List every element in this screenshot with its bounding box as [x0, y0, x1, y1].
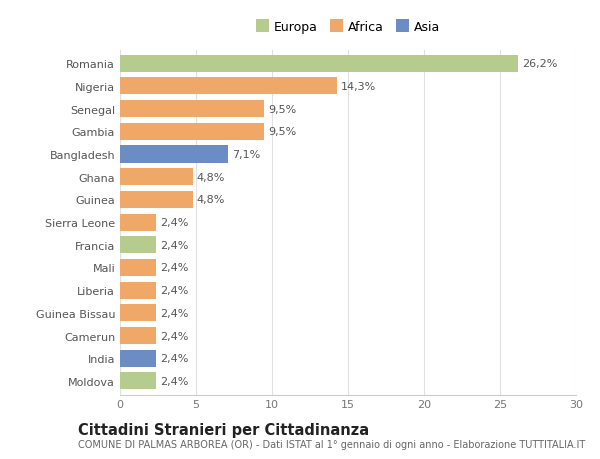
- Text: 2,4%: 2,4%: [160, 353, 188, 364]
- Bar: [120, 169, 193, 186]
- Text: 2,4%: 2,4%: [160, 218, 188, 228]
- Text: 9,5%: 9,5%: [268, 104, 296, 114]
- Bar: [120, 146, 228, 163]
- Bar: [120, 282, 157, 299]
- Bar: [120, 78, 337, 95]
- Text: 26,2%: 26,2%: [522, 59, 557, 69]
- Text: 2,4%: 2,4%: [160, 240, 188, 250]
- Bar: [120, 259, 157, 276]
- Bar: [120, 101, 265, 118]
- Text: 2,4%: 2,4%: [160, 331, 188, 341]
- Bar: [120, 123, 265, 140]
- Text: 2,4%: 2,4%: [160, 263, 188, 273]
- Bar: [120, 327, 157, 344]
- Bar: [120, 373, 157, 390]
- Bar: [120, 350, 157, 367]
- Text: 9,5%: 9,5%: [268, 127, 296, 137]
- Text: 7,1%: 7,1%: [232, 150, 260, 160]
- Text: 2,4%: 2,4%: [160, 308, 188, 318]
- Bar: [120, 214, 157, 231]
- Bar: [120, 191, 193, 208]
- Bar: [120, 237, 157, 254]
- Text: 14,3%: 14,3%: [341, 82, 376, 92]
- Bar: [120, 56, 518, 73]
- Text: COMUNE DI PALMAS ARBOREA (OR) - Dati ISTAT al 1° gennaio di ogni anno - Elaboraz: COMUNE DI PALMAS ARBOREA (OR) - Dati IST…: [78, 440, 585, 449]
- Text: 4,8%: 4,8%: [197, 195, 225, 205]
- Text: 4,8%: 4,8%: [197, 172, 225, 182]
- Text: 2,4%: 2,4%: [160, 376, 188, 386]
- Text: Cittadini Stranieri per Cittadinanza: Cittadini Stranieri per Cittadinanza: [78, 422, 369, 437]
- Text: 2,4%: 2,4%: [160, 285, 188, 296]
- Legend: Europa, Africa, Asia: Europa, Africa, Asia: [254, 19, 442, 37]
- Bar: [120, 305, 157, 322]
